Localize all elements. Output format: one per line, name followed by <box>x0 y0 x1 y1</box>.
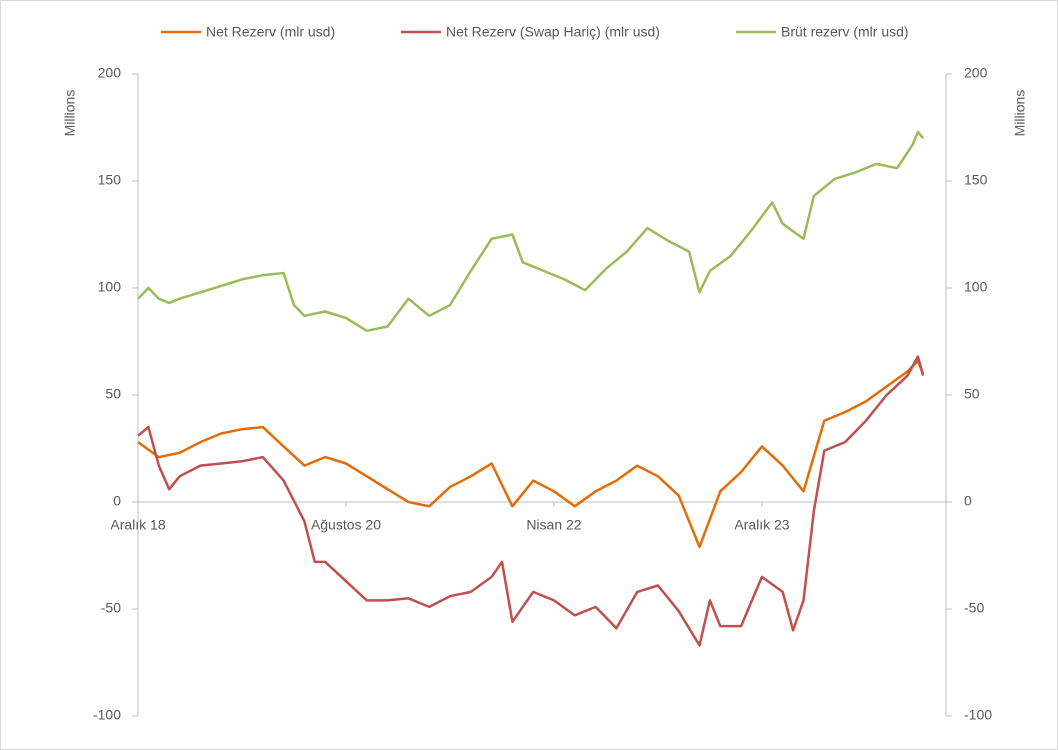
y-tick-label: 200 <box>98 65 122 81</box>
y-tick-label: 100 <box>98 279 122 295</box>
series-line <box>137 359 925 549</box>
y-axis-label: Millions <box>62 90 78 137</box>
y2-tick-label: 100 <box>964 279 988 295</box>
y2-axis-label: Millions <box>1012 90 1028 137</box>
legend-label: Net Rezerv (Swap Hariç) (mlr usd) <box>446 24 660 40</box>
legend-label: Net Rezerv (mlr usd) <box>206 24 335 40</box>
series-line <box>137 355 925 647</box>
y2-tick-label: -100 <box>964 707 992 723</box>
y-tick-label: 150 <box>98 172 122 188</box>
y-tick-label: 0 <box>113 493 121 509</box>
x-tick-label: Ağustos 20 <box>311 517 381 533</box>
y-tick-label: -50 <box>101 600 121 616</box>
y2-tick-label: 0 <box>964 493 972 509</box>
x-tick-label: Aralık 18 <box>110 517 165 533</box>
y2-tick-label: 150 <box>964 172 988 188</box>
y2-tick-label: -50 <box>964 600 984 616</box>
y2-tick-label: 50 <box>964 386 980 402</box>
y2-tick-label: 200 <box>964 65 988 81</box>
y-tick-label: -100 <box>93 707 121 723</box>
legend-label: Brüt rezerv (mlr usd) <box>781 24 909 40</box>
y-tick-label: 50 <box>105 386 121 402</box>
x-tick-label: Nisan 22 <box>526 517 581 533</box>
series-line <box>137 130 925 333</box>
x-tick-label: Aralık 23 <box>734 517 789 533</box>
